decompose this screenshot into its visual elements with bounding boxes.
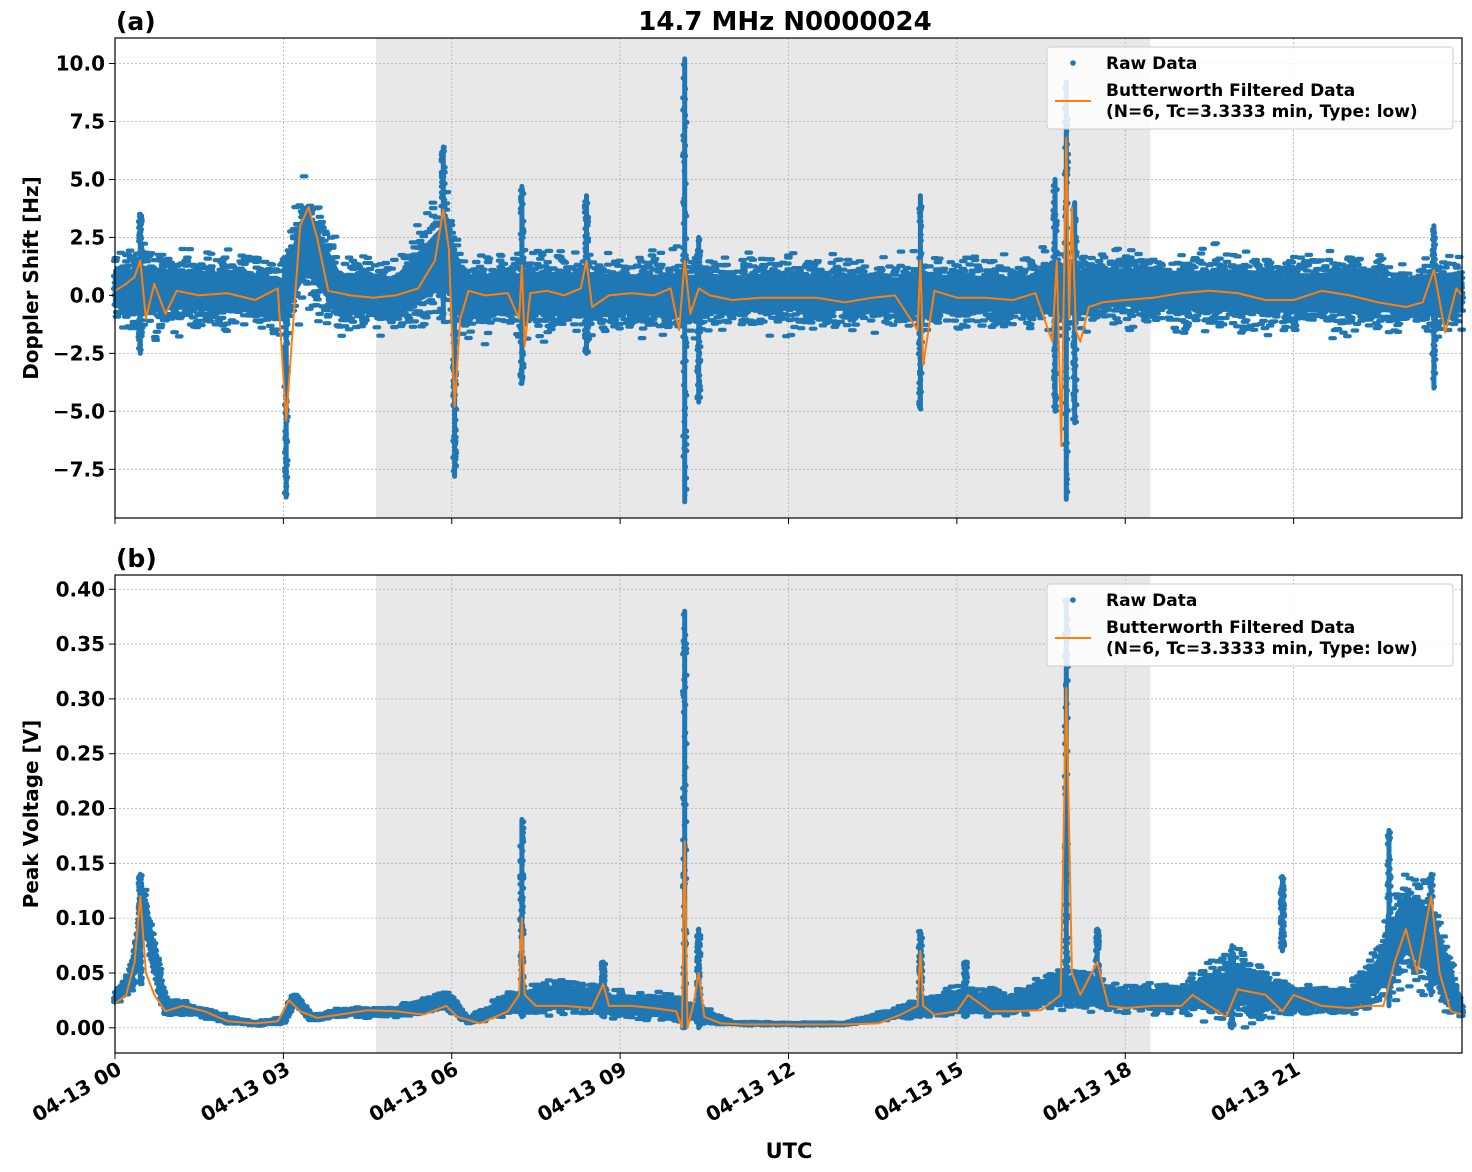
panelB-raw-spike-9 xyxy=(1227,943,1237,1031)
panel-b-x-ticks: 04-13 00 04-13 03 04-13 06 04-13 09 04-13 12… xyxy=(28,1053,1304,1127)
panel-b-shaded-region xyxy=(375,575,1151,1053)
x-tick-label: 04-13 18 xyxy=(1038,1057,1136,1127)
x-tick-label: 04-13 03 xyxy=(196,1057,294,1127)
panel-b-legend-box xyxy=(1046,583,1454,667)
panelA-y-tick-label: 0.0 xyxy=(70,283,105,307)
panelB-y-tick-label: 0.20 xyxy=(56,797,105,821)
panel-b-legend: Raw Data Butterworth Filtered Data (N=6,… xyxy=(1046,583,1454,667)
panelB-y-tick-label: 0.10 xyxy=(56,906,105,930)
panelB-y-tick-label: 0.05 xyxy=(56,961,105,985)
x-tick-label: 04-13 09 xyxy=(533,1057,631,1127)
panelA-y-tick-label: −2.5 xyxy=(53,341,105,365)
panel-a-label: (a) xyxy=(116,7,156,36)
panel-b-legend-raw-label: Raw Data xyxy=(1106,591,1197,611)
panel-a-legend-filtered-params: (N=6, Tc=3.3333 min, Type: low) xyxy=(1106,102,1418,122)
panelB-raw-spike-10 xyxy=(1277,874,1288,954)
x-tick-label: 04-13 00 xyxy=(28,1057,126,1127)
panel-b-legend-filtered-params: (N=6, Tc=3.3333 min, Type: low) xyxy=(1106,639,1418,659)
panel-a: −7.5 −5.0 −2.5 0.0 2.5 5.0 7.5 10.0 (a) 14.7 MH… xyxy=(19,7,1467,524)
panel-a-y-ticks: −7.5 −5.0 −2.5 0.0 2.5 5.0 7.5 10.0 xyxy=(53,52,115,481)
panelA-y-tick-label: −7.5 xyxy=(53,457,105,481)
panel-b: 0.00 0.05 0.10 0.15 0.20 0.25 0.30 0.35 0.40 04-… xyxy=(19,544,1466,1163)
panelB-raw-spike-12 xyxy=(1426,871,1436,998)
panel-b-y-axis-label: Peak Voltage [V] xyxy=(19,720,43,909)
panelB-raw-spike-4 xyxy=(694,926,704,1031)
panelB-y-tick-label: 0.15 xyxy=(56,851,105,875)
panel-a-raw-data-series xyxy=(110,56,1467,505)
panel-a-legend-raw-label: Raw Data xyxy=(1106,54,1197,74)
panel-a-legend-filtered-label: Butterworth Filtered Data xyxy=(1106,81,1355,101)
panel-a-y-axis-label: Doppler Shift [Hz] xyxy=(19,176,43,380)
panel-b-y-ticks: 0.00 0.05 0.10 0.15 0.20 0.25 0.30 0.35 0.40 xyxy=(56,577,115,1040)
panel-a-x-ticks xyxy=(114,518,1295,524)
panelB-y-tick-label: 0.25 xyxy=(56,742,105,766)
panelB-raw-spike-11 xyxy=(1384,827,1394,1009)
panelB-raw-spike-2 xyxy=(598,959,609,1020)
panelA-raw-spike-0 xyxy=(135,211,146,356)
panel-b-label: (b) xyxy=(116,544,157,573)
x-axis-label: UTC xyxy=(766,1139,813,1163)
panelA-y-tick-label: 5.0 xyxy=(70,167,105,191)
panelB-y-tick-label: 0.35 xyxy=(56,632,105,656)
panel-a-legend: Raw Data Butterworth Filtered Data (N=6,… xyxy=(1046,46,1454,130)
panelA-y-tick-label: −5.0 xyxy=(53,399,105,423)
panel-b-legend-raw-marker xyxy=(1070,597,1076,603)
panelB-raw-spike-8 xyxy=(1092,926,1102,1009)
panelA-raw-spike-5 xyxy=(581,193,592,356)
panel-a-legend-box xyxy=(1046,46,1454,130)
x-tick-label: 04-13 15 xyxy=(870,1057,968,1127)
x-tick-label: 04-13 06 xyxy=(365,1057,463,1127)
panelA-filtered-line xyxy=(114,136,1463,448)
chart-title: 14.7 MHz N0000024 xyxy=(638,7,931,37)
panelB-y-tick-label: 0.00 xyxy=(56,1016,105,1040)
panelA-raw-spike-12 xyxy=(1429,223,1439,391)
panel-b-filtered-data-series xyxy=(114,686,1463,1029)
panelB-y-tick-label: 0.40 xyxy=(56,577,105,601)
panelA-raw-spike-1 xyxy=(281,269,291,500)
x-tick-label: 04-13 21 xyxy=(1207,1057,1305,1127)
panel-b-legend-filtered-label: Butterworth Filtered Data xyxy=(1106,618,1355,638)
panel-b-grid xyxy=(115,575,1462,1053)
panelA-raw-spike-2 xyxy=(438,144,449,322)
panelB-raw-spike-6 xyxy=(960,959,971,1020)
panel-a-legend-raw-marker xyxy=(1070,60,1076,66)
panelA-y-tick-label: 7.5 xyxy=(70,109,105,133)
panelA-raw-spike-7 xyxy=(694,234,704,405)
panelA-y-tick-label: 10.0 xyxy=(56,52,105,76)
x-tick-label: 04-13 12 xyxy=(701,1057,799,1127)
panelA-y-tick-label: 2.5 xyxy=(70,225,105,249)
panel-a-filtered-data-series xyxy=(114,136,1463,448)
panelB-filtered-line xyxy=(114,686,1463,1029)
panelB-y-tick-label: 0.30 xyxy=(56,687,105,711)
